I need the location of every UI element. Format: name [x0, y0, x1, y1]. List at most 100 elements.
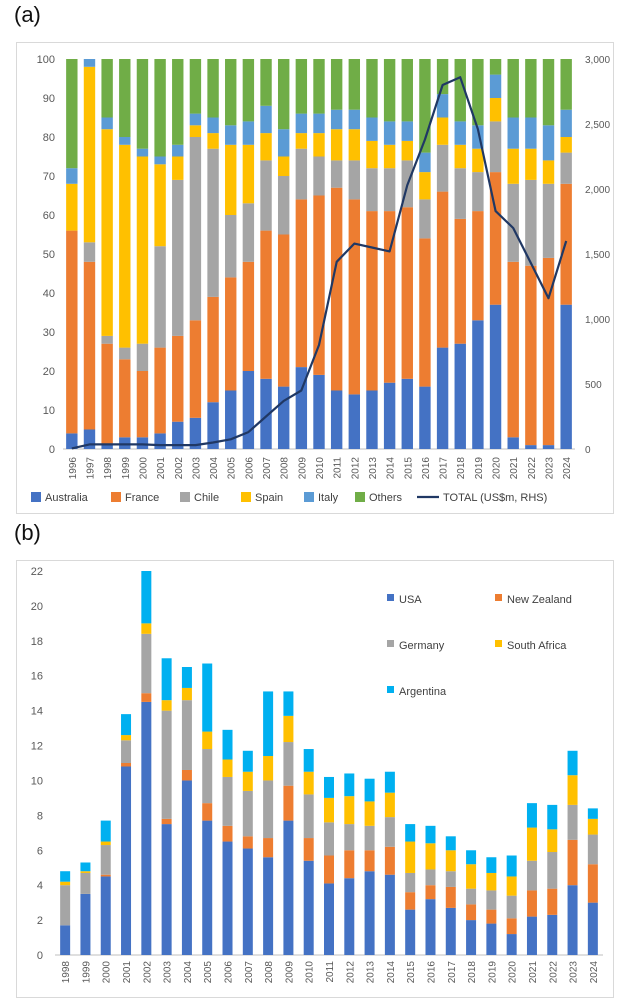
bar-segment-chile [172, 179, 184, 336]
bar-segment-germany [445, 871, 456, 887]
y-tick-label: 4 [37, 880, 43, 892]
bar-segment-new-zealand [547, 888, 558, 915]
bar-segment-france [454, 218, 466, 344]
bar-segment-others [330, 59, 343, 110]
bar-segment-south-africa [80, 871, 91, 873]
bar-segment-italy [366, 117, 378, 141]
bar-segment-usa [547, 914, 558, 955]
legend-swatch-france [111, 492, 121, 502]
bar-segment-new-zealand [506, 918, 517, 935]
bar-segment-argentina [263, 691, 274, 757]
bar-segment-usa [486, 923, 497, 955]
bar-segment-chile [348, 160, 361, 200]
bar-segment-germany [121, 740, 132, 763]
bar-segment-spain [401, 140, 413, 161]
bar-segment-argentina [141, 571, 152, 624]
bar-segment-italy [101, 117, 113, 130]
y-tick-label: 22 [31, 566, 43, 578]
x-tick-label: 2021 [528, 961, 539, 984]
bar-segment-new-zealand [222, 825, 233, 842]
x-tick-label: 2020 [508, 961, 519, 984]
bar-segment-germany [384, 817, 395, 847]
bar-segment-argentina [344, 773, 355, 797]
bar-segment-others [295, 59, 308, 114]
bar-segment-south-africa [344, 796, 355, 825]
bar-segment-argentina [526, 803, 537, 828]
x-tick-label: 2005 [203, 961, 214, 984]
bar-segment-germany [100, 845, 111, 875]
bar-segment-italy [207, 117, 219, 134]
bar-segment-south-africa [425, 843, 436, 870]
bar-segment-australia [507, 437, 519, 449]
bar-segment-spain [330, 129, 343, 161]
bar-segment-australia [472, 320, 484, 449]
bar-segment-south-africa [486, 872, 497, 891]
x-tick-label: 2001 [156, 457, 167, 480]
bar-segment-argentina [181, 667, 192, 688]
bar-segment-argentina [161, 658, 172, 701]
bar-segment-argentina [80, 862, 91, 872]
x-tick-label: 2022 [548, 961, 559, 984]
bar-segment-usa [425, 899, 436, 955]
x-tick-label: 2004 [183, 961, 194, 984]
bar-segment-usa [506, 934, 517, 955]
bar-segment-others [348, 59, 361, 110]
y2-tick-label: 500 [585, 380, 602, 391]
bar-segment-new-zealand [384, 846, 395, 875]
x-tick-label: 2004 [209, 457, 220, 480]
bar-segment-usa [222, 841, 233, 955]
bar-segment-chile [242, 203, 255, 262]
bar-segment-chile [507, 183, 519, 262]
total-line [71, 76, 568, 450]
y-tick-label: 90 [43, 93, 55, 105]
bar-segment-italy [525, 117, 537, 149]
y2-tick-label: 1,500 [585, 250, 610, 261]
bar-segment-italy [348, 109, 361, 130]
x-tick-label: 2017 [447, 961, 458, 984]
bar-segment-new-zealand [486, 909, 497, 924]
x-tick-label: 2024 [589, 961, 600, 984]
bar-segment-italy [454, 121, 466, 145]
bar-segment-argentina [587, 808, 598, 819]
y2-tick-label: 0 [585, 445, 591, 456]
bar-segment-others [154, 59, 166, 157]
bar-segment-france [419, 238, 431, 387]
y-tick-label: 80 [43, 132, 55, 144]
bar-segment-new-zealand [445, 886, 456, 908]
bar-segment-germany [364, 825, 375, 851]
bar-segment-germany [405, 872, 416, 893]
y-tick-label: 8 [37, 810, 43, 822]
bar-segment-italy [172, 144, 184, 157]
bar-segment-italy [295, 113, 308, 134]
bar-segment-chile [472, 172, 484, 212]
bar-segment-australia [525, 445, 537, 449]
bar-segment-spain [277, 156, 290, 176]
bar-segment-new-zealand [242, 836, 253, 849]
bar-segment-spain [101, 129, 113, 336]
bar-segment-others [207, 59, 219, 118]
x-tick-label: 2016 [426, 961, 437, 984]
x-tick-label: 2007 [244, 961, 255, 984]
x-tick-label: 2019 [487, 961, 498, 984]
y-tick-label: 20 [43, 366, 55, 378]
bar-segment-usa [324, 883, 334, 955]
bar-segment-italy [436, 94, 449, 118]
bar-segment-south-africa [242, 771, 253, 791]
bar-segment-germany [242, 790, 253, 837]
bar-segment-france [242, 261, 255, 371]
bar-segment-south-africa [283, 715, 294, 743]
bar-segment-chile [489, 121, 502, 173]
bar-segment-chile [295, 148, 308, 200]
bar-segment-usa [567, 885, 578, 955]
bar-segment-chile [313, 156, 325, 196]
x-tick-label: 2009 [284, 961, 295, 984]
bar-segment-chile [542, 183, 555, 258]
bar-segment-france [101, 343, 113, 446]
bar-segment-australia [225, 390, 237, 449]
x-tick-label: 2007 [262, 457, 273, 480]
legend-label: South Africa [507, 640, 567, 652]
y2-tick-label: 3,000 [585, 55, 610, 66]
bar-segment-south-africa [547, 829, 558, 853]
bar-segment-australia [189, 417, 202, 449]
